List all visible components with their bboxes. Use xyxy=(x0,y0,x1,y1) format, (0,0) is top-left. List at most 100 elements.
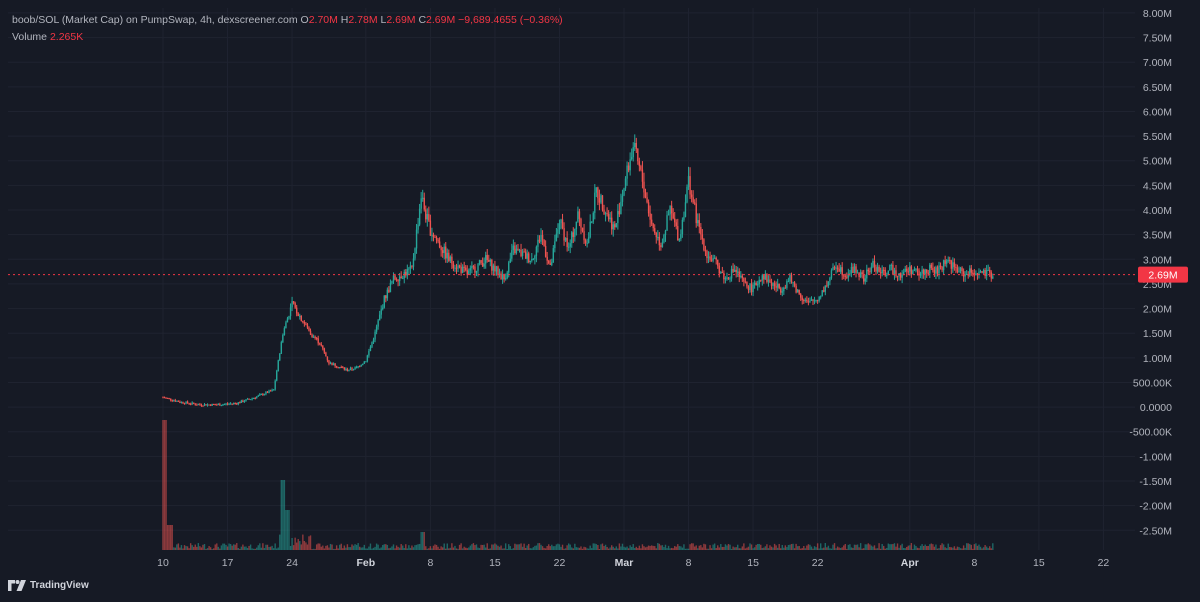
volume-bar xyxy=(506,548,508,550)
volume-bar xyxy=(910,543,913,550)
candle-body xyxy=(646,197,648,203)
y-tick-label: 8.00M xyxy=(1143,8,1172,20)
volume-bar xyxy=(326,545,329,550)
candle-body xyxy=(807,301,810,303)
volume-bar xyxy=(824,543,827,550)
volume-bar xyxy=(832,544,834,550)
y-tick-label: 4.00M xyxy=(1143,205,1172,217)
volume-bar xyxy=(650,545,653,550)
candle-body xyxy=(641,169,644,182)
volume-bar xyxy=(337,548,339,550)
candle-body xyxy=(523,251,525,253)
volume-bar xyxy=(793,548,796,550)
tradingview-logo[interactable]: TradingView xyxy=(8,578,89,592)
volume-bar xyxy=(987,548,989,550)
volume-bar xyxy=(162,420,164,550)
candle-body xyxy=(418,208,421,225)
volume-bar xyxy=(902,547,905,550)
volume-bar xyxy=(938,548,940,550)
x-tick-label: 10 xyxy=(157,557,169,569)
candle-body xyxy=(463,266,465,268)
volume-bar xyxy=(989,546,991,550)
candle-body xyxy=(211,403,213,406)
candle-body xyxy=(256,396,258,399)
candle-body xyxy=(964,274,966,277)
volume-bar xyxy=(200,547,203,550)
candle-body xyxy=(246,398,249,400)
candle-body xyxy=(906,268,908,272)
volume-bar xyxy=(291,538,293,550)
open-value: 2.70M xyxy=(308,14,338,26)
candle-body xyxy=(922,269,925,275)
candle-body xyxy=(471,266,473,269)
volume-bar xyxy=(674,546,676,550)
volume-bar xyxy=(189,543,192,550)
volume-bar xyxy=(282,480,284,550)
volume-bar xyxy=(477,547,479,550)
candle-body xyxy=(431,234,433,236)
volume-bar xyxy=(807,544,810,550)
y-tick-label: -2.50M xyxy=(1139,525,1172,537)
volume-bar xyxy=(329,543,332,550)
volume-bar xyxy=(863,548,865,550)
volume-bar xyxy=(303,540,306,550)
candle-body xyxy=(684,202,687,217)
candle-body xyxy=(534,255,536,259)
volume-bar xyxy=(812,548,814,550)
candle-body xyxy=(638,161,641,167)
volume-bar xyxy=(918,548,920,550)
volume-bar xyxy=(217,546,220,550)
volume-bar xyxy=(833,543,836,550)
candle-body xyxy=(740,275,742,277)
volume-bar xyxy=(406,548,409,550)
volume-bar xyxy=(491,544,493,550)
volume-bar xyxy=(445,548,447,550)
volume-bar xyxy=(517,544,519,550)
y-tick-label: 3.50M xyxy=(1143,230,1172,242)
candle-body xyxy=(896,275,899,277)
candle-body xyxy=(305,323,307,325)
candle-body xyxy=(824,285,827,292)
candle-body xyxy=(666,215,668,231)
candle-body xyxy=(166,397,169,399)
candle-body xyxy=(420,198,422,209)
volume-bar xyxy=(177,543,180,550)
candle-body xyxy=(300,315,302,322)
x-tick-label: 17 xyxy=(222,557,234,569)
candle-body xyxy=(378,314,381,321)
candle-body xyxy=(635,143,637,149)
x-tick-label: 22 xyxy=(812,557,824,569)
candle-body xyxy=(626,165,628,179)
candle-body xyxy=(213,403,215,405)
volume-bar xyxy=(564,548,567,550)
volume-bar xyxy=(271,545,273,550)
volume-bar xyxy=(514,543,516,550)
candle-body xyxy=(508,262,510,273)
candle-body xyxy=(723,272,725,280)
candle-body xyxy=(959,267,962,271)
candle-body xyxy=(206,404,209,406)
volume-bar xyxy=(173,547,175,550)
volume-bar xyxy=(801,548,803,550)
volume-bar xyxy=(992,543,994,550)
candle-body xyxy=(867,269,870,272)
candle-body xyxy=(827,281,830,286)
volume-bar xyxy=(672,548,674,550)
volume-bar xyxy=(858,547,860,550)
volume-bar xyxy=(835,548,837,550)
candle-body xyxy=(755,282,757,286)
candle-body xyxy=(377,320,379,327)
candle-body xyxy=(846,276,848,278)
candle-body xyxy=(171,400,173,402)
volume-bar xyxy=(615,546,618,550)
volume-bar xyxy=(174,547,176,550)
volume-bar xyxy=(538,543,541,550)
candle-body xyxy=(583,231,585,241)
candle-body xyxy=(322,345,324,349)
volume-bar xyxy=(798,546,800,550)
candle-body xyxy=(962,271,965,277)
volume-bar xyxy=(511,548,513,550)
volume-bar xyxy=(405,544,407,550)
